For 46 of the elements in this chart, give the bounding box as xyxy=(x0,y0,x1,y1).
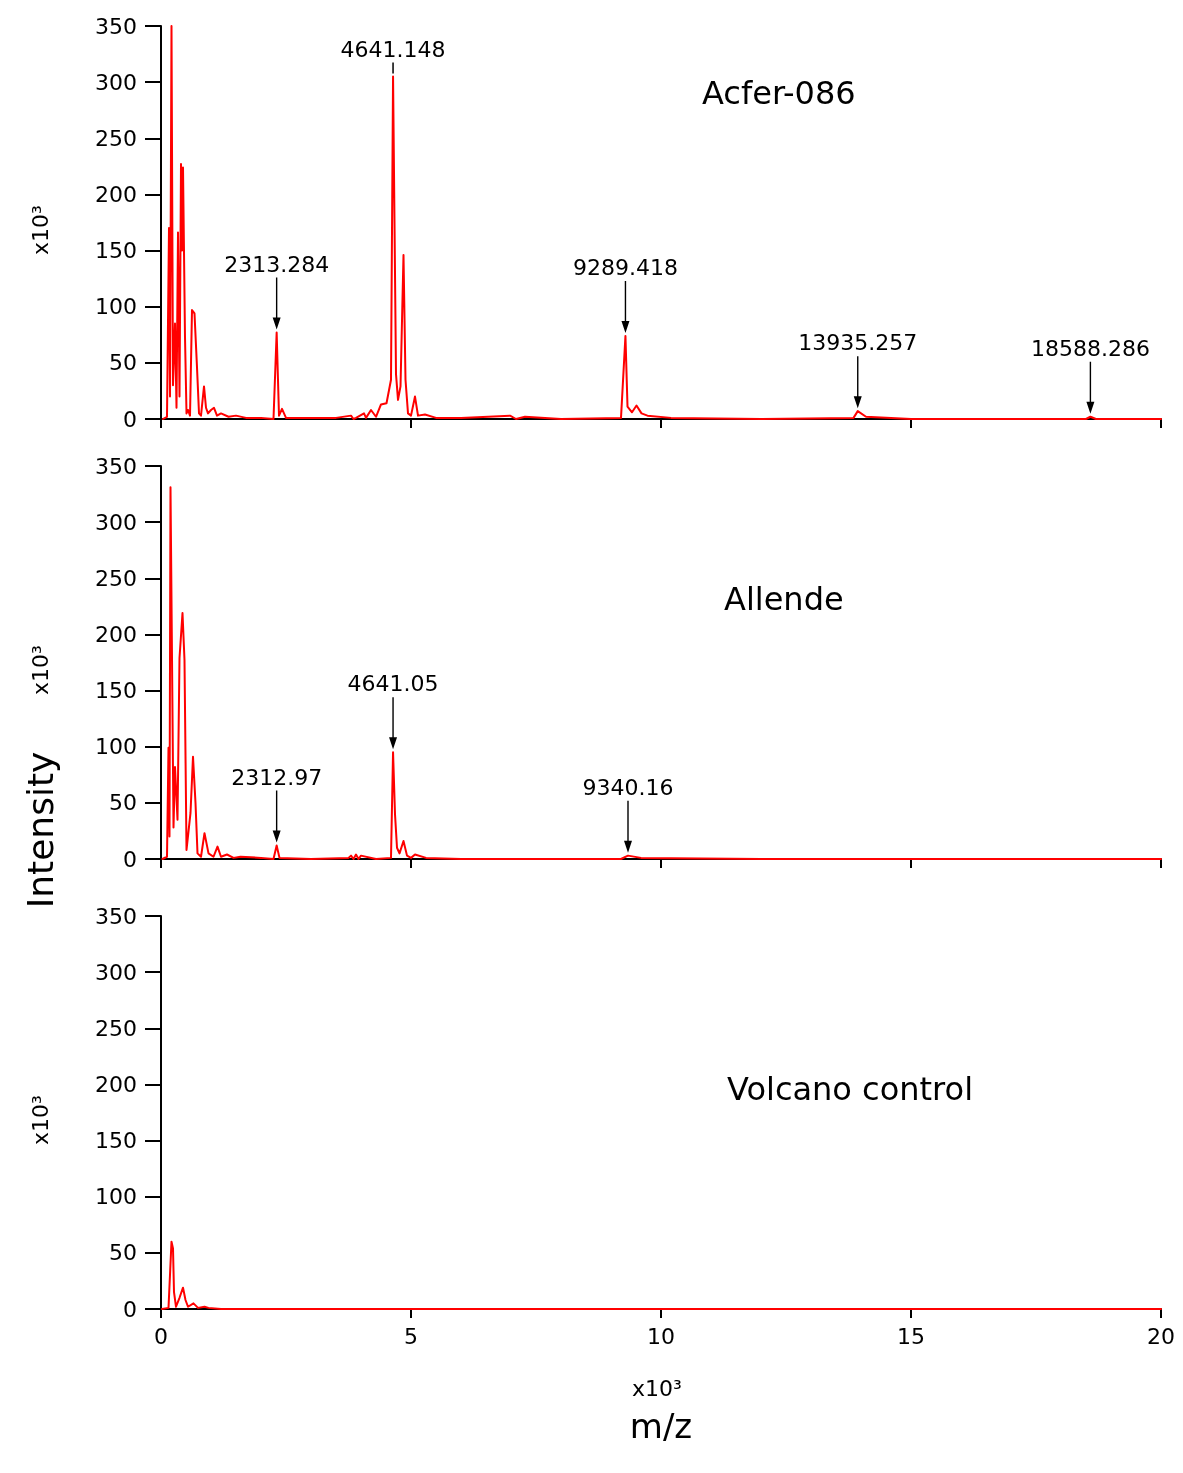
annotation: 18588.286 xyxy=(1030,335,1150,361)
annotation: 2312.97 xyxy=(231,764,323,790)
y-tick-label: 150 xyxy=(95,238,137,264)
x-tick-label: 20 xyxy=(1147,1323,1175,1349)
y-tick-label: 200 xyxy=(95,1071,137,1097)
text: Acfer-086 xyxy=(702,74,856,112)
y-tick-label: 0 xyxy=(123,846,137,872)
annotation: 2313.284 xyxy=(224,251,330,277)
annotation: 9289.418 xyxy=(572,254,678,280)
y-tick-label: 300 xyxy=(95,959,137,985)
y-tick-label: 0 xyxy=(123,406,137,432)
x-tick-label: 15 xyxy=(897,1323,925,1349)
annotation: 13935.257 xyxy=(798,330,918,356)
y-tick-label: 0 xyxy=(123,1296,137,1322)
y-tick-label: 350 xyxy=(95,453,137,479)
y-tick-label: 150 xyxy=(95,678,137,704)
y-tick-label: 200 xyxy=(95,621,137,647)
text: Intensity xyxy=(19,751,61,909)
y-tick-label: 250 xyxy=(95,125,137,151)
y-tick-label: 250 xyxy=(95,1015,137,1041)
y-axis-title: x10³ xyxy=(27,645,53,695)
y-axis-title: x10³ xyxy=(27,1095,53,1145)
y-tick-label: 100 xyxy=(95,1184,137,1210)
x-axis-title: m/z xyxy=(629,1406,693,1446)
x-tick-label: 10 xyxy=(647,1323,675,1349)
text: Volcano control xyxy=(727,1070,974,1108)
y-tick-label: 300 xyxy=(95,509,137,535)
y-tick-label: 50 xyxy=(109,790,137,816)
y-tick-label: 50 xyxy=(109,1240,137,1266)
text: x10³ xyxy=(632,1375,682,1401)
x-tick-label: 5 xyxy=(404,1323,418,1349)
y-tick-label: 50 xyxy=(109,350,137,376)
y-tick-label: 350 xyxy=(95,13,137,39)
x-tick-label: 0 xyxy=(154,1323,168,1349)
annotation: 4641.05 xyxy=(347,671,439,697)
text: Allende xyxy=(724,580,844,618)
y-tick-label: 100 xyxy=(95,734,137,760)
y-tick-label: 150 xyxy=(95,1128,137,1154)
y-tick-label: 300 xyxy=(95,69,137,95)
annotation: 4641.148 xyxy=(340,36,446,62)
y-tick-label: 100 xyxy=(95,294,137,320)
y-axis-title: x10³ xyxy=(27,205,53,255)
y-tick-label: 200 xyxy=(95,181,137,207)
y-tick-label: 350 xyxy=(95,903,137,929)
annotation: 9340.16 xyxy=(582,774,674,800)
y-tick-label: 250 xyxy=(95,565,137,591)
